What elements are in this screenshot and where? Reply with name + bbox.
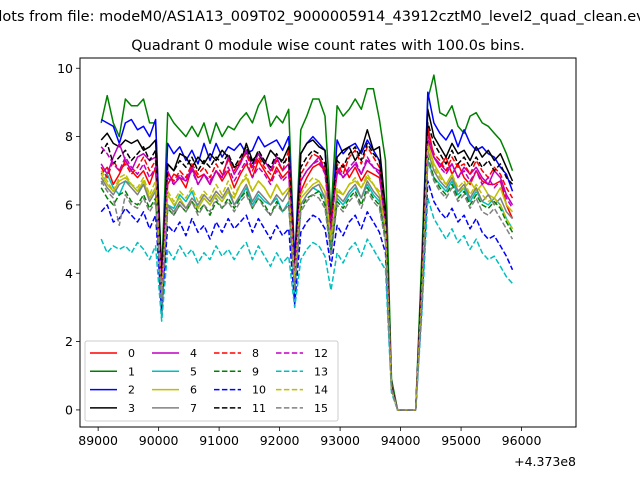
legend-label-12: 12 (314, 347, 328, 360)
x-tick-label: 93000 (320, 433, 360, 448)
y-tick-label: 4 (65, 266, 73, 281)
legend-label-3: 3 (128, 402, 135, 415)
axes-frame (79, 57, 577, 428)
series-line-8 (100, 132, 514, 411)
y-tick-label: 2 (65, 334, 73, 349)
legend-label-13: 13 (314, 365, 328, 378)
legend-label-4: 4 (190, 347, 197, 360)
y-tick-label: 6 (65, 197, 73, 212)
legend-label-11: 11 (252, 402, 266, 415)
x-tick-label: 96000 (502, 433, 542, 448)
x-tick-label: 95000 (441, 433, 481, 448)
x-tick-label: 89000 (78, 433, 118, 448)
legend-label-9: 9 (252, 365, 259, 378)
plot-area (100, 74, 514, 411)
legend-label-8: 8 (252, 347, 259, 360)
series-line-10 (100, 180, 514, 411)
chart-title: Quadrant 0 module wise count rates with … (131, 38, 525, 54)
legend-label-1: 1 (128, 365, 135, 378)
series-line-11 (100, 122, 514, 411)
x-axis-offset-label: +4.373e8 (514, 454, 576, 469)
x-tick-label: 94000 (381, 433, 421, 448)
legend-box (84, 340, 339, 422)
x-tick-label: 91000 (199, 433, 239, 448)
legend-label-15: 15 (314, 402, 328, 415)
y-tick-label: 10 (57, 61, 73, 76)
series-line-13 (100, 197, 514, 411)
chart-suptitle: Plots from file: modeM0/AS1A13_009T02_90… (0, 9, 640, 25)
legend-label-10: 10 (252, 384, 266, 397)
legend-label-14: 14 (314, 384, 328, 397)
legend-label-5: 5 (190, 365, 197, 378)
legend-label-2: 2 (128, 384, 135, 397)
series-line-6 (100, 142, 514, 411)
series-line-9 (100, 156, 514, 411)
series-line-4 (100, 139, 514, 411)
series-line-15 (100, 159, 514, 411)
legend-label-0: 0 (128, 347, 135, 360)
legend-label-6: 6 (190, 384, 197, 397)
series-line-12 (100, 135, 514, 411)
x-tick-label: 90000 (139, 433, 179, 448)
legend-label-7: 7 (190, 402, 197, 415)
series-line-14 (100, 146, 514, 411)
series-line-1 (100, 74, 514, 411)
axis-ticks: 89000 90000 91000 92000 93000 94000 95000 96000… (57, 61, 541, 448)
series-line-0 (100, 125, 514, 411)
x-tick-label: 92000 (260, 433, 300, 448)
y-tick-label: 0 (65, 402, 73, 417)
y-tick-label: 8 (65, 129, 73, 144)
